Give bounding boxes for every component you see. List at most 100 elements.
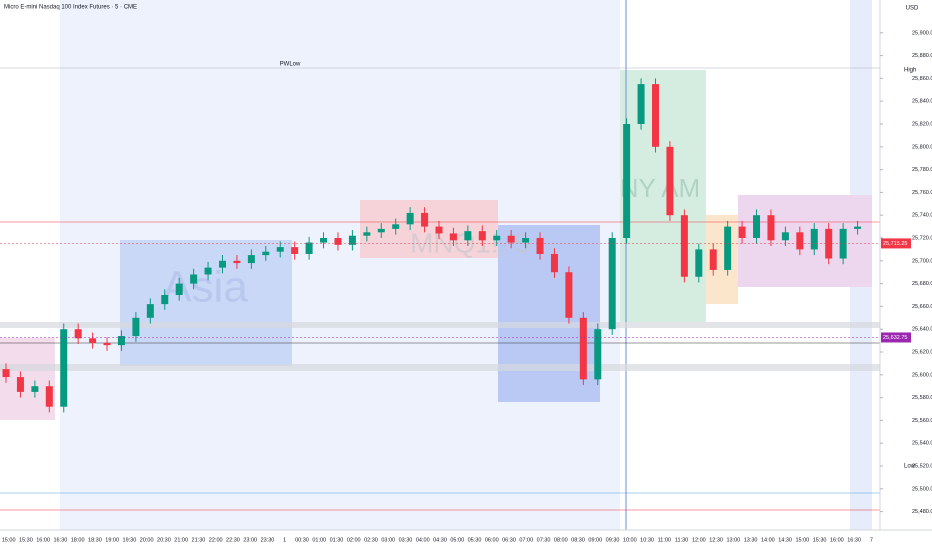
x-tick-label: 16:30 (54, 537, 68, 543)
candle-body (579, 317, 587, 380)
candle-body (161, 295, 169, 305)
candle-body (291, 247, 299, 254)
x-tick-label: 08:30 (571, 537, 585, 543)
candle-body (507, 235, 515, 243)
x-tick-label: 04:00 (416, 537, 430, 543)
x-tick-label: 1 (283, 537, 286, 543)
candle-body (637, 84, 645, 124)
x-tick-label: 23:00 (243, 537, 257, 543)
y-tick-label: 25,800.00 (912, 144, 932, 150)
x-tick-label: 07:30 (537, 537, 551, 543)
level-label: PWLow (280, 62, 301, 68)
candle-body (608, 238, 616, 330)
x-tick-label: 11:30 (675, 537, 688, 543)
candle-body (781, 232, 789, 241)
x-tick-label: 06:30 (502, 537, 516, 543)
x-tick-label: 22:30 (226, 537, 240, 543)
x-tick-label: 11:00 (658, 537, 671, 543)
candle-body (550, 253, 558, 273)
candle-body (60, 329, 68, 407)
session-box (120, 240, 292, 366)
x-tick-label: 14:30 (778, 537, 792, 543)
y-tick-label: 25,660.00 (912, 304, 932, 310)
x-tick-label: 23:30 (261, 537, 275, 543)
x-tick-label: 19:00 (105, 537, 119, 543)
session-label: NY AM (620, 173, 700, 203)
candle-body (204, 267, 212, 275)
x-tick-label: 06:00 (485, 537, 499, 543)
y-tick-label: 25,580.00 (912, 395, 932, 401)
x-tick-label: 03:30 (399, 537, 413, 543)
candle-body (89, 338, 97, 343)
candle-body (839, 228, 847, 259)
candle-body (31, 386, 39, 392)
candle-body (666, 146, 674, 216)
x-tick-label: 16:30 (847, 537, 861, 543)
x-tick-label: 00:30 (295, 537, 309, 543)
x-tick-label: 05:00 (450, 537, 464, 543)
candle-body (190, 274, 198, 284)
candle-body (767, 215, 775, 241)
session-box (620, 70, 706, 322)
candle-body (262, 251, 270, 256)
candle-body (854, 226, 862, 229)
x-tick-label: 13:00 (726, 537, 740, 543)
y-tick-label: 25,740.00 (912, 213, 932, 219)
candle-body (825, 228, 833, 259)
x-tick-label: 02:30 (364, 537, 378, 543)
x-tick-label: 15:30 (813, 537, 827, 543)
x-tick-label: 08:00 (554, 537, 568, 543)
x-tick-label: 18:30 (88, 537, 102, 543)
y-tick-label: 25,480.00 (912, 509, 932, 515)
y-tick-label: 25,700.00 (912, 258, 932, 264)
candle-body (478, 231, 486, 241)
candle-body (320, 238, 328, 243)
candle-body (464, 231, 472, 241)
y-tick-label: 25,680.00 (912, 281, 932, 287)
candle-body (594, 329, 602, 380)
candle-body (796, 232, 804, 250)
candle-body (103, 342, 111, 346)
candle-body (406, 212, 414, 225)
chart-title: Micro E-mini Nasdaq 100 Index Futures · … (4, 5, 137, 11)
candle-body (810, 228, 818, 250)
candle-body (146, 304, 154, 318)
candle-body (305, 242, 313, 254)
y-tick-label: 25,520.00 (912, 463, 932, 469)
x-tick-label: 15:00 (795, 537, 809, 543)
candle-body (219, 260, 226, 268)
candle-body (117, 336, 125, 346)
y-tick-label: 25,720.00 (912, 235, 932, 241)
y-tick-label: 25,780.00 (912, 167, 932, 173)
candle-body (16, 377, 24, 392)
y-tick-label: 25,820.00 (912, 121, 932, 127)
session-box (738, 195, 872, 287)
candle-body (623, 124, 631, 238)
candle-body (522, 238, 530, 243)
level-label: High (904, 68, 916, 74)
x-tick-label: 14:00 (761, 537, 775, 543)
x-tick-label: 05:30 (468, 537, 482, 543)
x-tick-label: 15:30 (19, 537, 33, 543)
x-tick-label: 21:30 (192, 537, 206, 543)
currency: USD (906, 6, 919, 12)
y-tick-label: 25,860.00 (912, 76, 932, 82)
y-tick-label: 25,620.00 (912, 349, 932, 355)
y-tick-label: 25,900.00 (912, 30, 932, 36)
candle-body (753, 215, 761, 238)
candle-body (449, 233, 457, 241)
level-band (0, 322, 880, 328)
x-tick-label: 01:00 (312, 537, 326, 543)
candle-body (536, 238, 544, 254)
candle-body (738, 226, 746, 238)
candle-body (565, 272, 573, 318)
candle-body (709, 249, 717, 270)
x-tick-label: 13:30 (744, 537, 758, 543)
x-tick-label: 09:30 (606, 537, 620, 543)
x-tick-label: 7 (870, 537, 873, 543)
x-tick-label: 16:00 (830, 537, 844, 543)
y-tick-label: 25,840.00 (912, 99, 932, 105)
candle-body (680, 215, 688, 277)
candle-body (233, 260, 241, 264)
